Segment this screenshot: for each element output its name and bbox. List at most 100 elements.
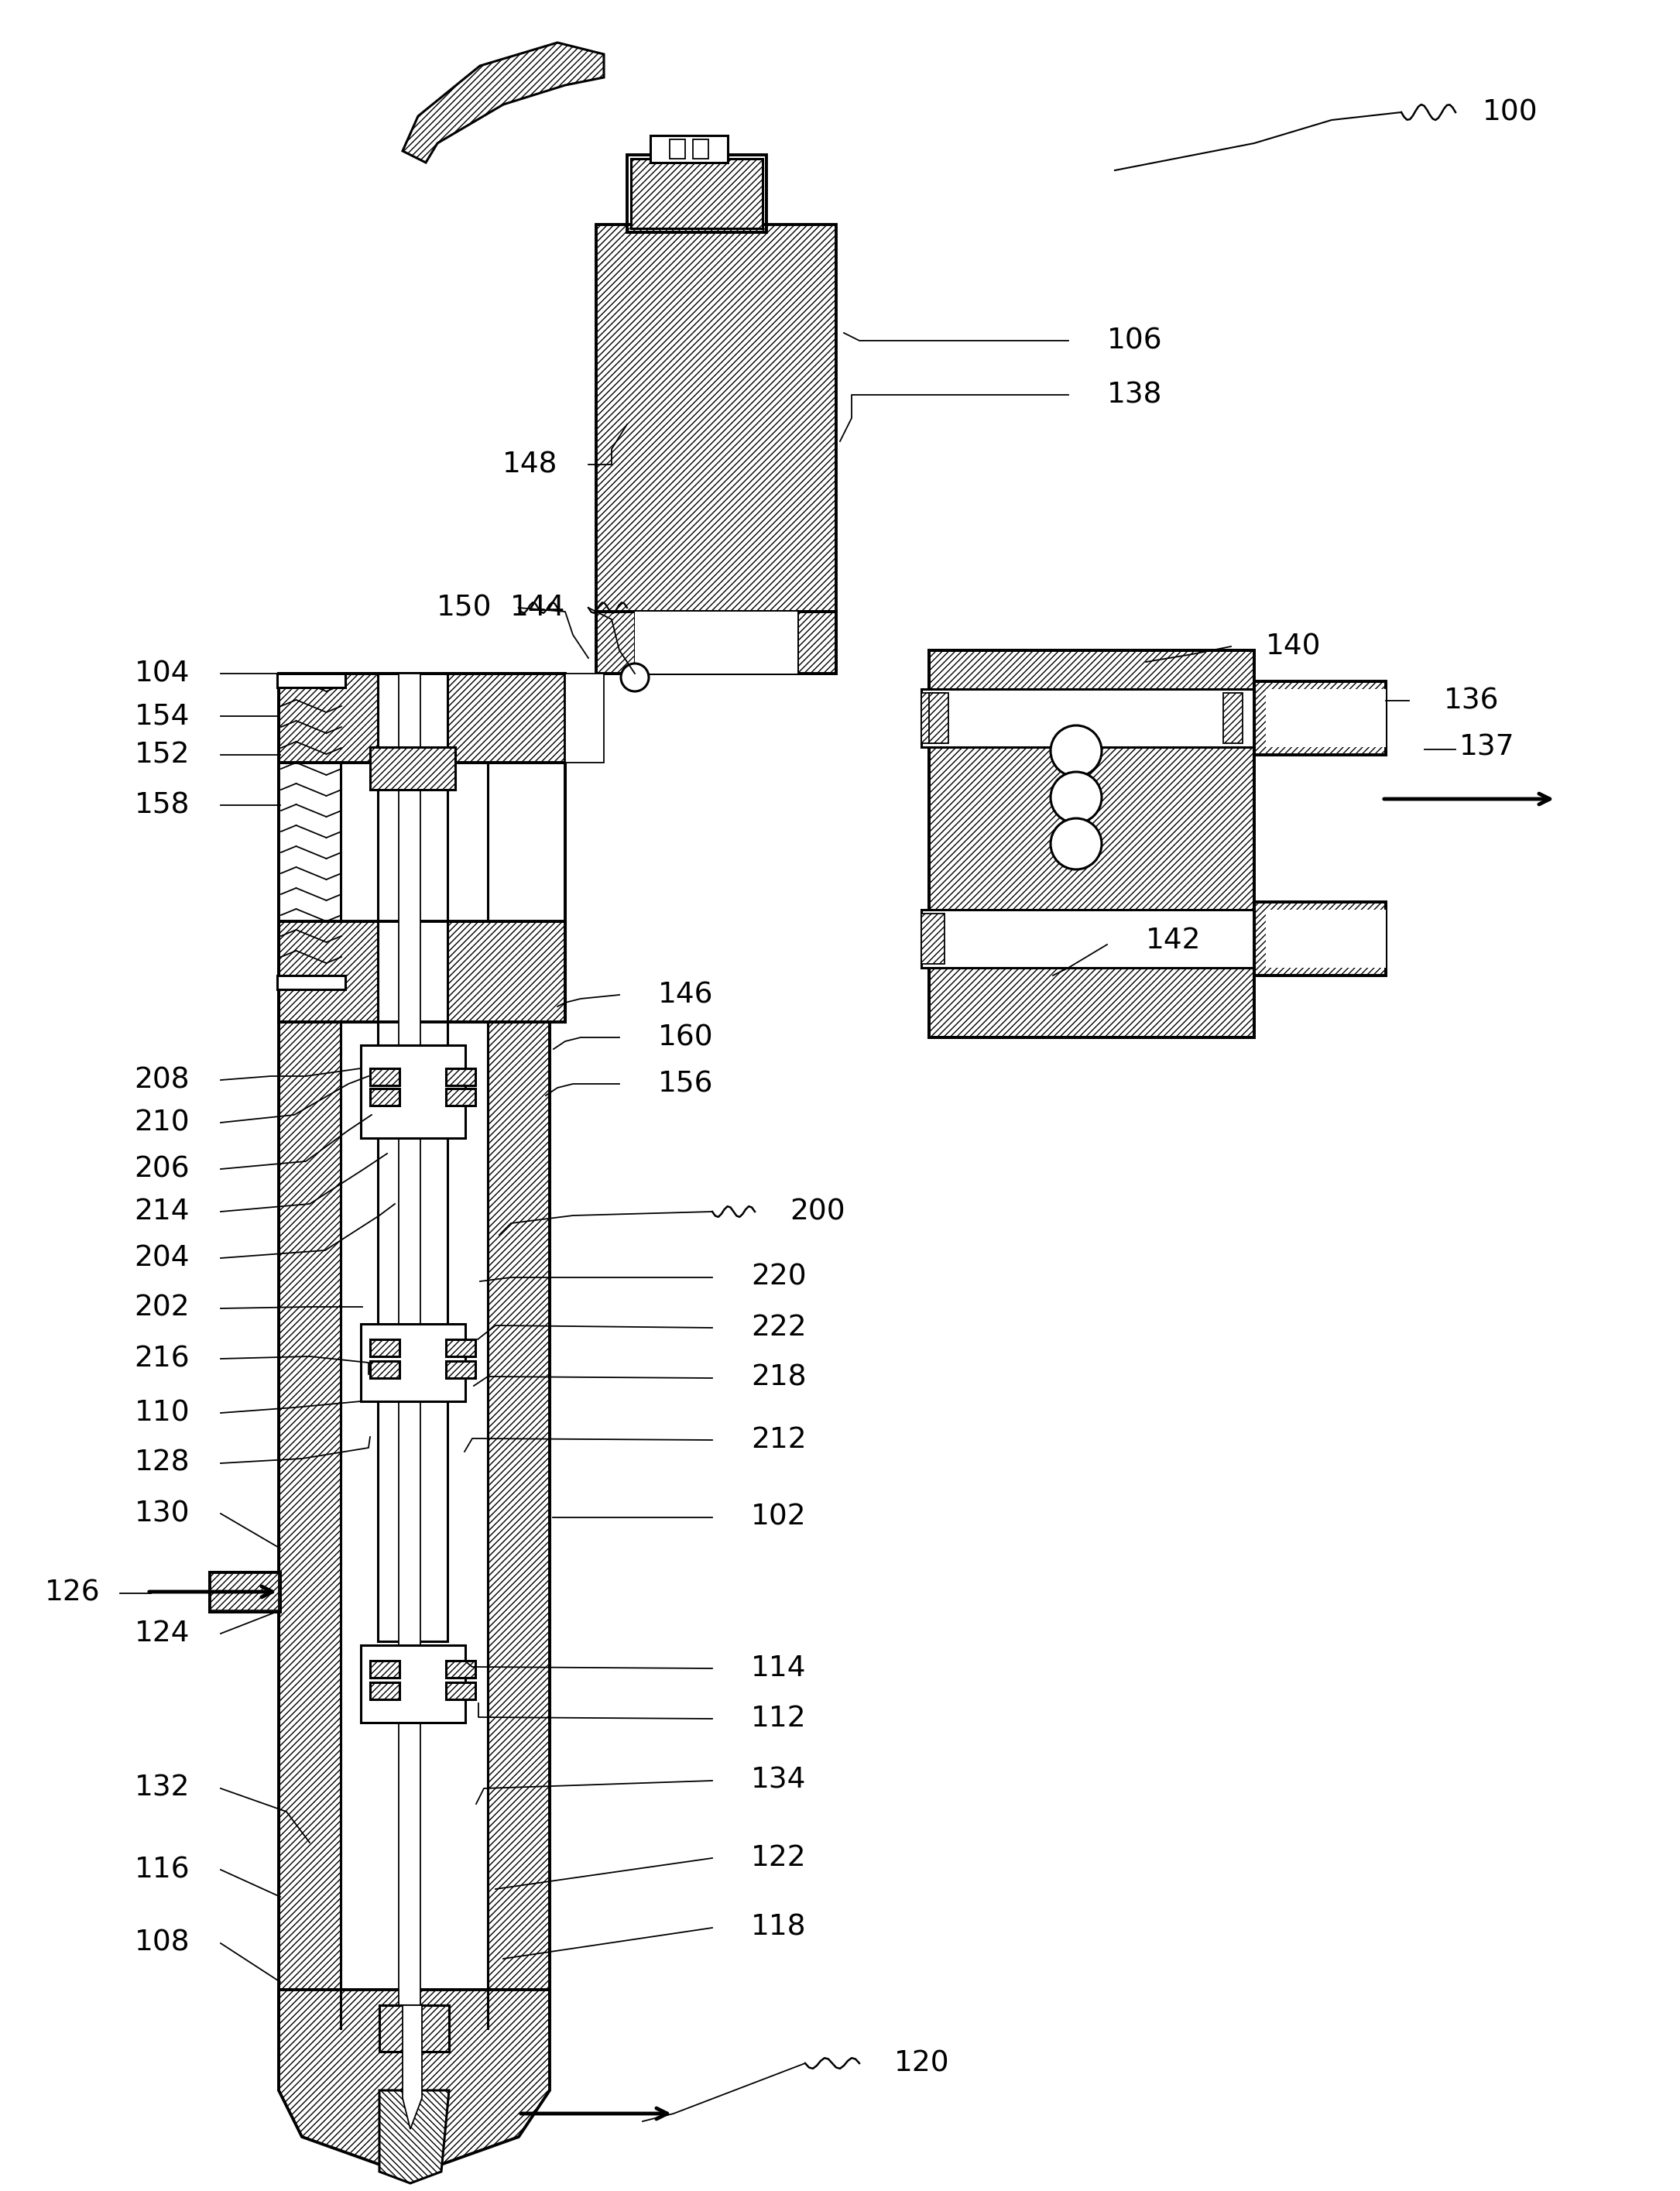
Bar <box>596 611 837 673</box>
Bar <box>921 692 944 743</box>
Bar <box>445 1339 475 1356</box>
Bar <box>635 611 798 673</box>
Bar <box>370 1683 400 1700</box>
Circle shape <box>1050 817 1102 870</box>
Text: 208: 208 <box>134 1067 190 1093</box>
Text: 158: 158 <box>134 791 190 819</box>
Bar <box>370 1361 400 1378</box>
Text: 148: 148 <box>502 451 558 478</box>
Circle shape <box>1050 725 1102 776</box>
Polygon shape <box>403 2005 422 2130</box>
Bar <box>370 1339 400 1356</box>
Bar <box>361 1645 465 1722</box>
Polygon shape <box>403 42 603 162</box>
Bar <box>1265 688 1386 747</box>
Text: 128: 128 <box>134 1448 190 1477</box>
Bar <box>1265 909 1386 968</box>
Text: 216: 216 <box>134 1345 190 1374</box>
Bar <box>445 1683 475 1700</box>
Bar <box>279 673 341 2029</box>
Text: 156: 156 <box>659 1069 714 1098</box>
Bar <box>277 975 346 990</box>
Bar <box>370 747 455 789</box>
Text: 150: 150 <box>437 594 492 622</box>
Text: 212: 212 <box>751 1426 806 1455</box>
Bar <box>445 1661 475 1678</box>
Text: 116: 116 <box>134 1856 190 1884</box>
Bar <box>921 688 1255 747</box>
Text: 110: 110 <box>134 1400 190 1426</box>
Text: 144: 144 <box>511 594 564 622</box>
Bar <box>370 1661 400 1678</box>
Bar <box>361 1045 465 1137</box>
Bar <box>445 1069 475 1085</box>
Text: 124: 124 <box>134 1619 190 1648</box>
Bar <box>277 673 346 688</box>
Circle shape <box>622 664 648 692</box>
Bar <box>445 1339 475 1356</box>
Bar <box>929 651 1255 1036</box>
Text: 222: 222 <box>751 1315 806 1341</box>
Text: 132: 132 <box>134 1775 190 1803</box>
Text: 112: 112 <box>751 1705 806 1733</box>
Text: 220: 220 <box>751 1264 806 1290</box>
Bar <box>370 1069 400 1085</box>
Bar <box>1223 692 1243 743</box>
Bar <box>210 1573 279 1610</box>
Bar <box>445 1069 475 1085</box>
Bar <box>208 1571 281 1613</box>
Bar <box>370 1339 400 1356</box>
Text: 134: 134 <box>751 1766 806 1794</box>
Bar <box>398 673 420 2029</box>
Text: 138: 138 <box>1107 381 1163 410</box>
Bar <box>650 136 727 162</box>
Bar <box>370 747 455 789</box>
Bar <box>487 673 549 2029</box>
Bar <box>1255 903 1386 975</box>
Bar <box>279 920 564 1021</box>
Text: 136: 136 <box>1443 686 1499 714</box>
Text: 154: 154 <box>134 701 190 730</box>
Text: 214: 214 <box>134 1198 190 1225</box>
Bar <box>929 692 949 743</box>
Text: 118: 118 <box>751 1913 806 1941</box>
Bar <box>341 673 487 1021</box>
Bar <box>445 1361 475 1378</box>
Bar <box>378 673 447 1641</box>
Text: 210: 210 <box>134 1109 190 1137</box>
Text: 146: 146 <box>659 982 714 1008</box>
Text: 140: 140 <box>1265 633 1320 659</box>
Bar <box>445 1361 475 1378</box>
Bar <box>380 2005 449 2051</box>
Text: 126: 126 <box>45 1580 101 1608</box>
Bar <box>564 673 603 762</box>
Bar <box>370 1089 400 1106</box>
Text: 104: 104 <box>134 659 190 688</box>
Bar <box>380 2005 449 2051</box>
Bar <box>279 673 564 762</box>
Bar <box>445 1661 475 1678</box>
Text: 202: 202 <box>134 1295 190 1323</box>
Text: 102: 102 <box>751 1503 806 1532</box>
Polygon shape <box>380 2090 449 2182</box>
Bar <box>370 1683 400 1700</box>
Bar <box>1255 681 1386 756</box>
Text: 152: 152 <box>134 741 190 769</box>
Bar <box>445 1089 475 1106</box>
Text: 160: 160 <box>659 1023 714 1052</box>
Text: 114: 114 <box>751 1654 806 1683</box>
Polygon shape <box>279 1989 549 2176</box>
Bar <box>445 1683 475 1700</box>
Bar <box>632 158 763 228</box>
Bar <box>279 920 564 1021</box>
Bar <box>929 651 1255 1036</box>
Text: 218: 218 <box>751 1365 806 1391</box>
Bar <box>692 140 709 158</box>
Bar <box>596 611 837 673</box>
Text: 106: 106 <box>1107 326 1163 355</box>
Bar <box>1255 903 1386 975</box>
Bar <box>279 762 564 920</box>
Bar <box>370 1661 400 1678</box>
Bar <box>445 1089 475 1106</box>
Text: 206: 206 <box>134 1155 190 1183</box>
